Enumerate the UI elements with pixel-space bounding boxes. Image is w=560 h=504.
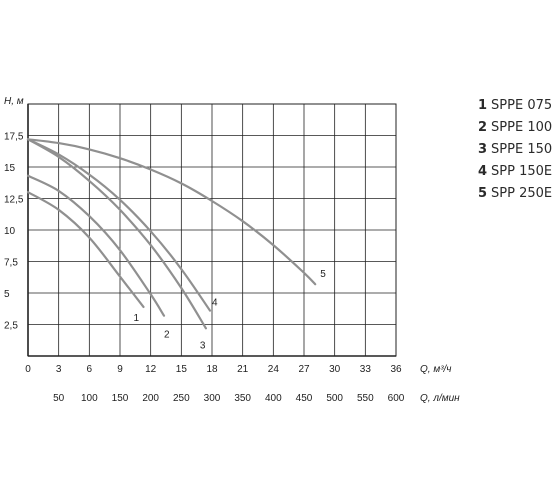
legend-item: 5 SPP 250E bbox=[478, 183, 552, 205]
series-line-2 bbox=[26, 174, 166, 317]
x-tick-label: 18 bbox=[206, 364, 218, 375]
series-label-5: 5 bbox=[320, 269, 326, 280]
x2-tick-label: 200 bbox=[142, 393, 159, 404]
legend-label: SPP 150E bbox=[491, 164, 553, 179]
y-tick-label: 12,5 bbox=[4, 195, 24, 206]
x-tick-label: 15 bbox=[176, 364, 188, 375]
legend-item: 1 SPPE 075 bbox=[478, 95, 552, 117]
x-axis-label: Q, м³/ч bbox=[420, 364, 451, 375]
x-tick-label: 12 bbox=[145, 364, 157, 375]
legend-number: 1 bbox=[478, 98, 488, 113]
legend-item: 3 SPPE 150 bbox=[478, 139, 552, 161]
series-label-3: 3 bbox=[200, 340, 206, 351]
x2-axis-label: Q, л/мин bbox=[420, 393, 460, 404]
legend-number: 5 bbox=[478, 186, 488, 201]
series-label-4: 4 bbox=[212, 298, 218, 309]
chart-legend: 1 SPPE 075 2 SPPE 100 3 SPPE 150 4 SPP 150E … bbox=[478, 95, 552, 205]
y-tick-label: 10 bbox=[4, 226, 16, 237]
y-tick-label: 5 bbox=[4, 289, 10, 300]
legend-number: 3 bbox=[478, 142, 488, 157]
legend-label: SPP 250E bbox=[491, 186, 553, 201]
legend-number: 4 bbox=[478, 164, 488, 179]
series-label-2: 2 bbox=[164, 330, 170, 341]
y-tick-label: 7,5 bbox=[4, 258, 18, 269]
x2-tick-label: 350 bbox=[234, 393, 251, 404]
x2-tick-label: 300 bbox=[204, 393, 221, 404]
x2-tick-label: 450 bbox=[296, 393, 313, 404]
x-tick-label: 0 bbox=[25, 364, 31, 375]
series-line-4 bbox=[26, 138, 212, 312]
y-tick-label: 17,5 bbox=[4, 132, 24, 143]
legend-item: 4 SPP 150E bbox=[478, 161, 552, 183]
x-tick-label: 33 bbox=[360, 364, 372, 375]
x-tick-label: 30 bbox=[329, 364, 341, 375]
x2-tick-label: 150 bbox=[112, 393, 129, 404]
x2-tick-label: 250 bbox=[173, 393, 190, 404]
x-tick-label: 6 bbox=[87, 364, 93, 375]
x-tick-label: 36 bbox=[390, 364, 402, 375]
series-line-5 bbox=[26, 138, 317, 286]
y-tick-label: 15 bbox=[4, 163, 16, 174]
x-tick-label: 9 bbox=[117, 364, 123, 375]
x2-tick-label: 500 bbox=[326, 393, 343, 404]
x2-tick-label: 600 bbox=[388, 393, 405, 404]
x-tick-label: 27 bbox=[298, 364, 310, 375]
series-line-1 bbox=[26, 191, 145, 308]
series-label-1: 1 bbox=[134, 313, 140, 324]
x-tick-label: 3 bbox=[56, 364, 62, 375]
x2-tick-label: 400 bbox=[265, 393, 282, 404]
y-axis-label: H, м bbox=[4, 96, 24, 107]
x2-tick-label: 100 bbox=[81, 393, 98, 404]
y-tick-label: 2,5 bbox=[4, 321, 18, 332]
legend-label: SPPE 150 bbox=[491, 142, 553, 157]
legend-label: SPPE 075 bbox=[491, 98, 553, 113]
x-tick-label: 24 bbox=[268, 364, 280, 375]
legend-item: 2 SPPE 100 bbox=[478, 117, 552, 139]
x-tick-label: 21 bbox=[237, 364, 249, 375]
series-line-3 bbox=[26, 138, 207, 330]
x2-tick-label: 550 bbox=[357, 393, 374, 404]
legend-number: 2 bbox=[478, 120, 488, 135]
legend-label: SPPE 100 bbox=[491, 120, 553, 135]
x2-tick-label: 50 bbox=[53, 393, 65, 404]
